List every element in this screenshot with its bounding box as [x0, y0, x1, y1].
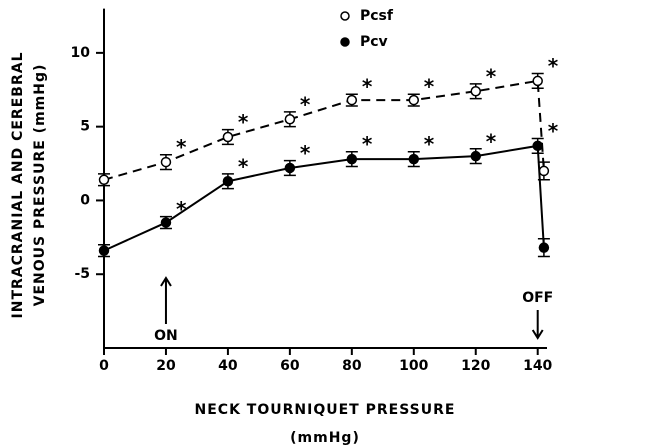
data-point: [160, 217, 172, 228]
annotation: ON: [154, 328, 178, 344]
data-point: [160, 156, 172, 168]
legend-marker: [340, 11, 350, 21]
data-point: [284, 114, 296, 125]
significance-label: *: [486, 64, 497, 88]
x-axis-label: NECK TOURNIQUET PRESSURE: [195, 402, 456, 418]
significance-label: *: [548, 119, 559, 143]
significance-label: *: [300, 92, 311, 116]
y-tick-label: 5: [80, 119, 90, 135]
x-tick-label: 100: [399, 358, 428, 374]
data-point: [470, 85, 481, 97]
x-tick-label: 0: [99, 358, 109, 374]
significance-label: *: [238, 110, 249, 134]
data-point: [346, 153, 358, 165]
data-point: [98, 174, 110, 186]
data-point: [538, 242, 550, 253]
significance-label: *: [300, 141, 311, 165]
x-tick-label: 20: [156, 358, 176, 374]
significance-label: *: [424, 132, 435, 156]
annotation: OFF: [522, 290, 553, 306]
data-point: [346, 94, 358, 106]
legend-label: Pcsf: [360, 8, 394, 24]
data-point: [222, 176, 234, 187]
data-point: [470, 150, 481, 162]
significance-label: *: [362, 132, 373, 156]
data-point: [532, 140, 543, 152]
legend-marker: [340, 37, 350, 47]
x-tick-label: 80: [342, 358, 362, 374]
significance-label: *: [424, 75, 435, 99]
y-tick-label: 0: [80, 192, 90, 208]
data-point: [408, 153, 420, 165]
significance-label: *: [238, 154, 249, 178]
arrow: [531, 310, 544, 340]
significance-label: *: [486, 129, 497, 153]
y-axis-label: INTRACRANIAL AND CEREBRAL: [10, 52, 26, 319]
significance-label: *: [176, 135, 187, 159]
x-tick-label: 60: [280, 358, 300, 374]
data-point: [538, 165, 550, 177]
data-point: [222, 131, 234, 143]
data-point: [284, 162, 296, 174]
x-tick-label: 120: [461, 358, 490, 374]
legend-label: Pcv: [360, 34, 388, 50]
y-tick-label: 10: [71, 45, 91, 61]
y-tick-label: -5: [74, 266, 90, 282]
significance-label: *: [362, 75, 373, 99]
significance-label: *: [548, 54, 559, 78]
x-tick-label: 40: [218, 358, 238, 374]
arrow: [160, 276, 172, 324]
data-point: [532, 75, 543, 87]
data-point: [98, 245, 110, 256]
y-axis-label: VENOUS PRESSURE (mmHg): [32, 64, 48, 307]
data-point: [408, 94, 420, 106]
x-axis-label: (mmHg): [290, 430, 360, 446]
significance-label: *: [176, 197, 187, 221]
x-tick-label: 140: [523, 358, 552, 374]
